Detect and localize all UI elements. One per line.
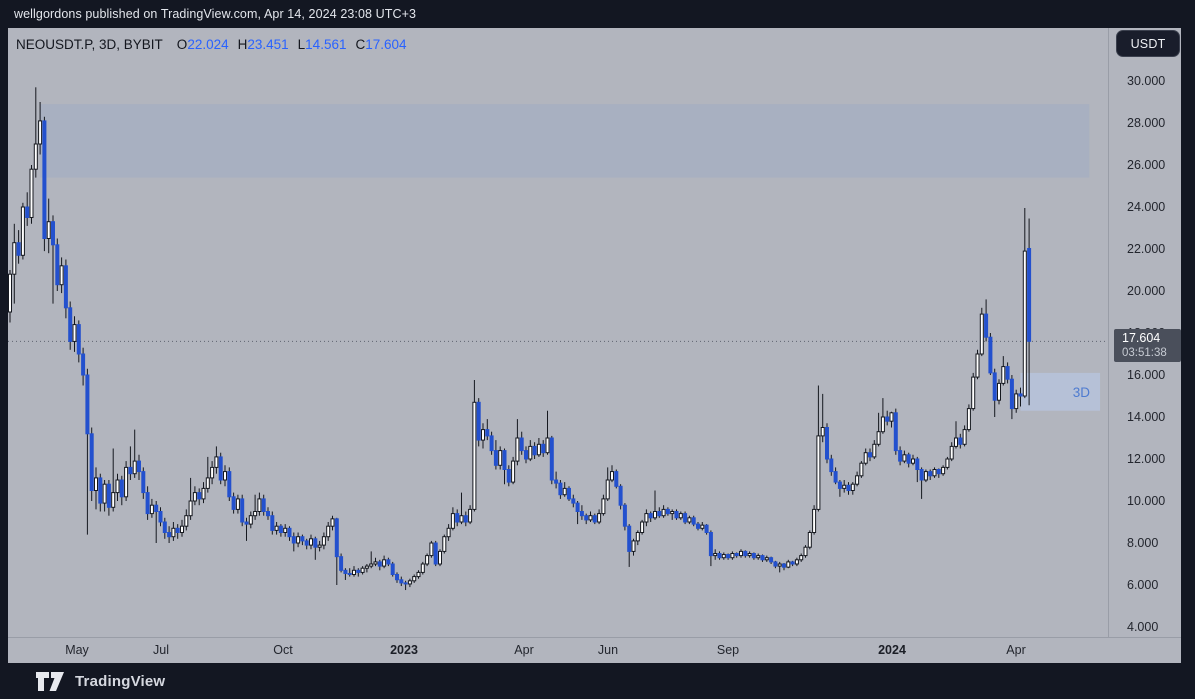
time-tick-sep: Sep <box>716 643 740 657</box>
time-tick-may: May <box>65 643 89 657</box>
time-tick-2024: 2024 <box>878 643 906 657</box>
attribution-text: wellgordons published on TradingView.com… <box>14 7 417 21</box>
time-axis[interactable]: May Jul Oct 2023 Apr Jun Sep 2024 Apr <box>8 637 1181 663</box>
last-price-label: 17.604 03:51:38 <box>1114 329 1181 363</box>
ohlc-low: L14.561 <box>297 36 347 52</box>
price-tick: 10.000 <box>1127 494 1166 508</box>
candlestick-chart[interactable]: 3D <box>8 28 1108 637</box>
price-axis[interactable]: USDT 30.000 28.000 26.000 24.000 22.000 20.00… <box>1108 28 1181 637</box>
price-tick: 16.000 <box>1127 368 1166 382</box>
price-tick: 20.000 <box>1127 284 1166 298</box>
time-tick-oct: Oct <box>273 643 293 657</box>
brand-name[interactable]: TradingView <box>75 672 166 690</box>
time-tick-jul: Jul <box>153 643 169 657</box>
demand-zone-3d[interactable]: 3D <box>1020 372 1101 411</box>
ohlc-close: C17.604 <box>355 36 407 52</box>
time-tick-apr: Apr <box>514 643 534 657</box>
attribution-bar: wellgordons published on TradingView.com… <box>0 0 1195 28</box>
symbol-title[interactable]: NEOUSDT.P, 3D, BYBIT <box>16 36 163 52</box>
currency-toggle-button[interactable]: USDT <box>1116 30 1180 57</box>
last-price-value: 17.604 <box>1122 331 1161 346</box>
price-tick: 6.000 <box>1127 578 1159 592</box>
price-tick: 26.000 <box>1127 158 1166 172</box>
time-tick-apr: Apr <box>1006 643 1026 657</box>
price-tick: 30.000 <box>1127 74 1166 88</box>
time-tick-2023: 2023 <box>390 643 418 657</box>
supply-band[interactable] <box>40 104 1090 178</box>
price-tick: 4.000 <box>1127 620 1159 634</box>
bar-countdown: 03:51:38 <box>1122 347 1167 360</box>
zone-label-3d: 3D <box>1073 385 1091 400</box>
symbol-legend: NEOUSDT.P, 3D, BYBIT O22.024 H23.451 L14… <box>16 35 416 53</box>
price-tick: 24.000 <box>1127 200 1166 214</box>
candles <box>8 87 1032 591</box>
price-tick: 8.000 <box>1127 536 1159 550</box>
price-tick: 14.000 <box>1127 410 1166 424</box>
price-tick: 22.000 <box>1127 242 1166 256</box>
ohlc-high: H23.451 <box>237 36 289 52</box>
chart-area: 3D NEOUSDT.P, 3D, BYBIT O22.024 H23.451 … <box>8 28 1181 663</box>
ohlc-open: O22.024 <box>176 36 229 52</box>
footer: TradingView <box>0 663 1195 699</box>
price-tick: 28.000 <box>1127 116 1166 130</box>
time-tick-jun: Jun <box>597 643 619 657</box>
price-tick: 12.000 <box>1127 452 1166 466</box>
tradingview-logo[interactable] <box>36 671 66 691</box>
